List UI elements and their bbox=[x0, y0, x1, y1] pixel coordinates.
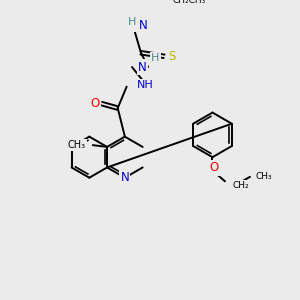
Text: CH₃: CH₃ bbox=[68, 140, 86, 150]
Text: H: H bbox=[151, 53, 159, 63]
Text: N: N bbox=[139, 20, 148, 32]
Text: N: N bbox=[121, 171, 129, 184]
Text: N: N bbox=[138, 61, 147, 74]
Text: H: H bbox=[128, 17, 136, 27]
Text: S: S bbox=[169, 50, 176, 63]
Text: CH₂CH₃: CH₂CH₃ bbox=[172, 0, 206, 4]
Text: NH: NH bbox=[137, 80, 154, 90]
Text: O: O bbox=[210, 161, 219, 174]
Text: CH₂: CH₂ bbox=[232, 181, 249, 190]
Text: O: O bbox=[91, 97, 100, 110]
Text: CH₃: CH₃ bbox=[255, 172, 272, 181]
